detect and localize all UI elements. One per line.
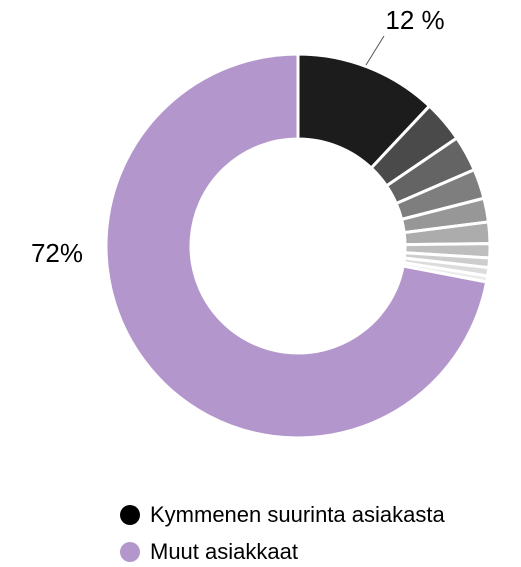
legend-marker bbox=[120, 542, 140, 562]
legend-label: Kymmenen suurinta asiakasta bbox=[150, 502, 445, 527]
legend-label: Muut asiakkaat bbox=[150, 539, 298, 564]
legend-marker bbox=[120, 505, 140, 525]
value-label: 72% bbox=[31, 238, 83, 268]
value-label: 12 % bbox=[385, 5, 444, 35]
donut-slice bbox=[104, 52, 489, 440]
